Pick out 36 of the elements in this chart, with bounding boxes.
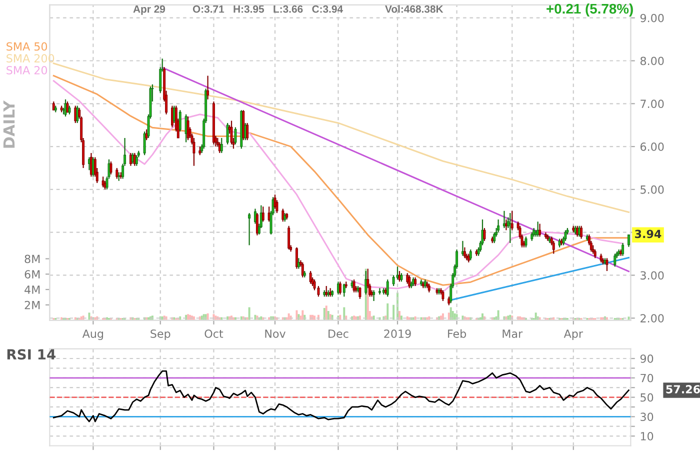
- y-tick-label: 10: [640, 432, 654, 440]
- x-tick-label: 2019: [384, 329, 411, 338]
- y2-tick-label: 4M: [24, 286, 40, 294]
- x-tick-label: Oct: [204, 329, 224, 338]
- x-tick-label: Mar: [502, 330, 523, 338]
- y2-tick-label: 2M: [24, 300, 40, 310]
- y2-tick-label: 8M: [24, 254, 40, 264]
- text: 57.26: [666, 385, 700, 394]
- annotation: O:3.71 H:3.95 L:3.66 C:3.94: [192, 5, 343, 13]
- annotation: +0.21 (5.78%): [546, 3, 633, 16]
- y-tick-label: 7.00: [640, 100, 664, 108]
- y-tick-label: 5.00: [640, 185, 664, 194]
- y-tick-label: 3.00: [640, 271, 664, 280]
- y-tick-label: 50: [640, 393, 654, 402]
- y-tick-label: 70: [640, 374, 654, 382]
- x-tick-label: Dec: [328, 330, 348, 338]
- series-label: SMA 20: [6, 66, 48, 74]
- x-tick-label: Sep: [150, 329, 170, 340]
- y2-axis-title: DAILY: [3, 100, 15, 148]
- y2-tick-label: 6M: [24, 270, 40, 279]
- x-tick-label: Apr: [564, 330, 583, 340]
- x-tick-label: Feb: [448, 329, 466, 338]
- x-tick-label: Aug: [82, 330, 104, 340]
- chart-title: RSI 14: [7, 349, 56, 360]
- y-tick-label: 2.00: [640, 314, 664, 323]
- y-tick-label: 6.00: [640, 142, 664, 151]
- y-tick-label: 30: [640, 412, 654, 422]
- y-tick-label: 9.00: [640, 14, 664, 22]
- y-tick-label: 90: [640, 354, 654, 363]
- annotation: Apr 29: [133, 5, 166, 15]
- x-tick-label: Nov: [265, 330, 286, 338]
- y-tick-label: 8.00: [640, 56, 664, 66]
- annotation: Vol:468.38K: [385, 5, 444, 13]
- annotation: 3.94: [635, 230, 662, 238]
- series-label: SMA 200: [6, 54, 54, 63]
- text: SMA 50: [6, 42, 48, 51]
